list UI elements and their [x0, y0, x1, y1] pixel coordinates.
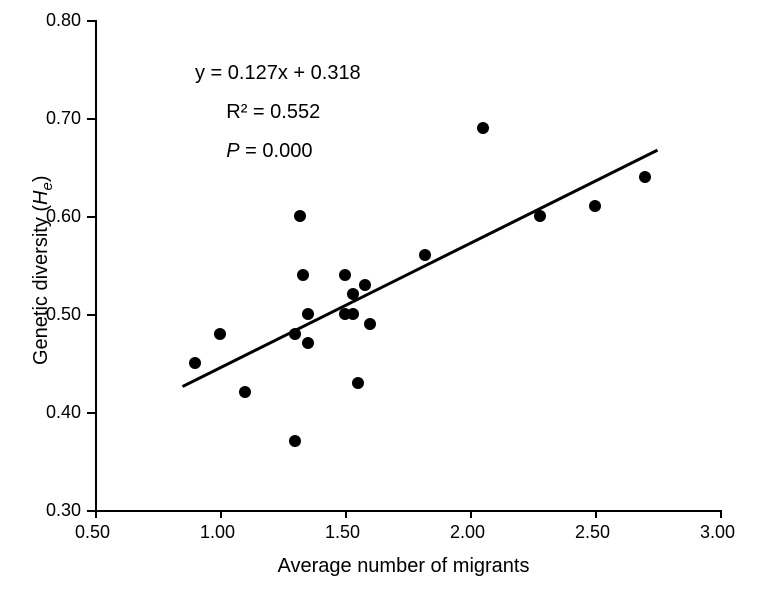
- annotation-text: y = 0.127x + 0.318: [195, 62, 361, 85]
- regression-line: [0, 0, 774, 610]
- annotation-text: R² = 0.552: [226, 101, 320, 124]
- scatter-chart: 0.501.001.502.002.503.000.300.400.500.60…: [0, 0, 774, 610]
- annotation-text: P = 0.000: [226, 140, 312, 163]
